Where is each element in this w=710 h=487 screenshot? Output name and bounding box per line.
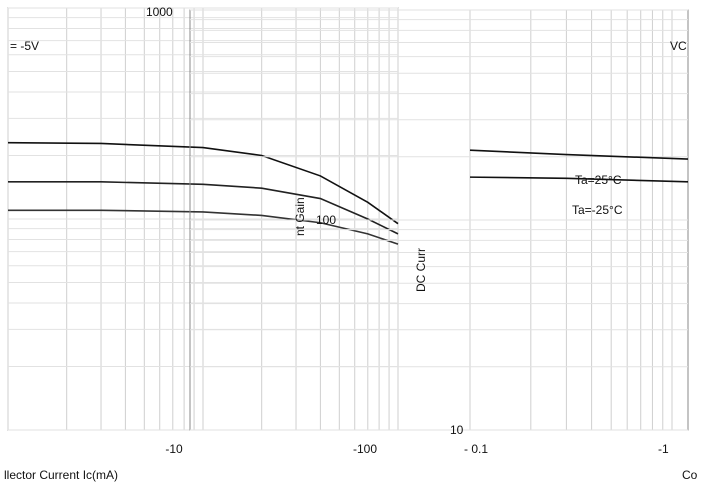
left-x-tick-label-100: -100 xyxy=(353,442,377,456)
right-annotation: VC xyxy=(670,39,687,53)
legend-label-ta-minus-25: Ta=-25°C xyxy=(572,203,623,217)
right-series-line-0 xyxy=(469,149,689,160)
right-y-axis-title-partial: nt Gain xyxy=(293,197,307,236)
left-series-line-0 xyxy=(7,141,399,225)
left-y-top-label: 1000 xyxy=(146,5,173,19)
right-panel: VC 100 10 - 0.1 -1 Co DC Curr nt Gain Ta… xyxy=(189,9,698,482)
legend-label-ta-25: Ta=25°C xyxy=(575,173,622,187)
right-y-axis-title: DC Curr xyxy=(414,248,428,292)
right-grid xyxy=(190,9,688,431)
left-series-line-1 xyxy=(8,181,399,235)
left-panel: = -5V 1000 -10 -100 llector Current Ic(m… xyxy=(4,5,399,482)
right-x-tick-label-0.1: - 0.1 xyxy=(464,442,488,456)
right-x-axis-title: Co xyxy=(682,468,698,482)
left-x-tick-label-10: -10 xyxy=(165,442,183,456)
right-x-tick-label-1: -1 xyxy=(658,442,669,456)
left-x-axis-title: llector Current Ic(mA) xyxy=(4,468,118,482)
left-series-line-2 xyxy=(8,209,399,245)
left-series xyxy=(7,141,399,245)
left-annotation: = -5V xyxy=(10,39,39,53)
right-y-tick-label-100: 100 xyxy=(316,213,336,227)
right-series-line-1 xyxy=(469,176,689,183)
right-series xyxy=(469,149,689,183)
right-y-tick-label-10: 10 xyxy=(450,423,464,437)
